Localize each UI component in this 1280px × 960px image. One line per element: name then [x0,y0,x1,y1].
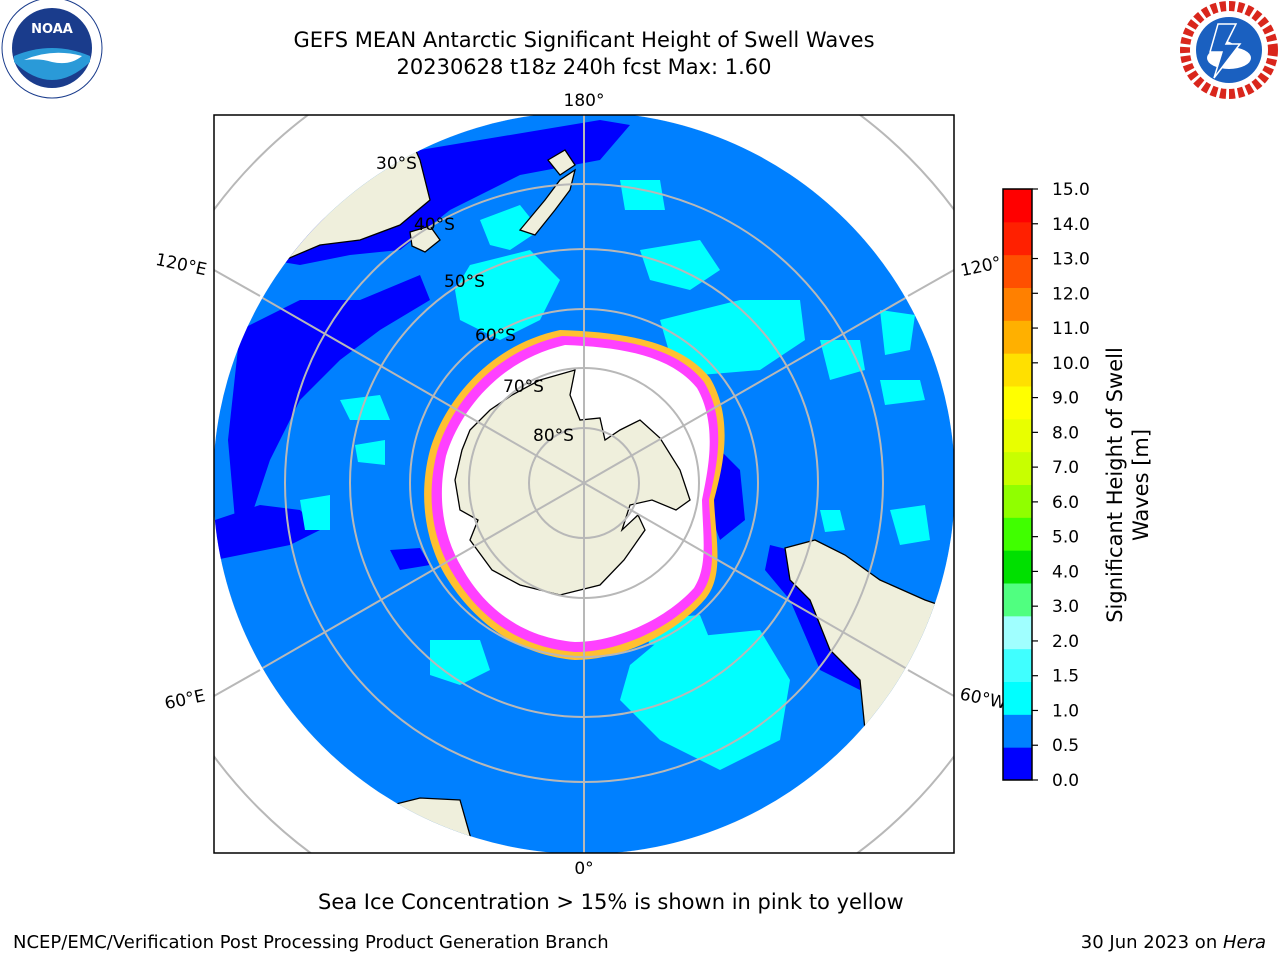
lon-label-0: 0° [574,859,593,879]
colorbar-segment [1003,648,1032,682]
outer-graticule [214,115,954,853]
colorbar-tick-label: 8.0 [1052,423,1079,443]
lat-label-80s: 80°S [533,426,574,446]
colorbar-segment [1003,221,1032,256]
colorbar-tick-label: 1.0 [1052,701,1079,721]
colorbar-segment [1003,451,1032,485]
map-frame [213,114,955,854]
lat-label-50s: 50°S [444,272,485,292]
colorbar-tick-label: 0.0 [1052,771,1079,791]
lon-label-60w: 60°W [958,684,1008,713]
colorbar-segment [1003,517,1032,551]
colorbar-tick-label: 5.0 [1052,528,1079,548]
colorbar-tick-label: 10.0 [1052,354,1090,374]
colorbar-label-line2: Waves [m] [1129,428,1153,542]
new-zealand-land [518,168,577,236]
colorbar-segment [1003,386,1032,420]
colorbar-tick-label: 4.0 [1052,562,1079,582]
caption-text: Sea Ice Concentration > 15% is shown in … [318,890,904,914]
lon-label-120e: 120°E [154,250,209,280]
colorbar-tick-label: 2.0 [1052,632,1079,652]
graticule [214,115,954,853]
chart-title: GEFS MEAN Antarctic Significant Height o… [293,28,875,52]
antarctica-land [454,369,691,596]
lat-label-70s: 70°S [503,377,544,397]
colorbar-tick-label: 3.0 [1052,597,1079,617]
footer-date-text: 30 Jun 2023 on [1080,932,1223,953]
colorbar-segment [1003,747,1032,781]
colorbar-segment [1003,583,1032,617]
nws-logo [1180,1,1278,99]
lon-label-120w: 120° [959,253,1003,281]
colorbar-tick-label: 14.0 [1052,215,1090,235]
colorbar-segment [1003,254,1032,288]
noaa-logo-text: NOAA [31,22,73,37]
colorbar-segment [1003,681,1032,715]
colorbar-segment [1003,320,1032,354]
lon-label-180: 180° [564,91,605,111]
footer-date: 30 Jun 2023 on Hera [1081,932,1266,953]
colorbar-tick-label: 0.5 [1052,736,1079,756]
colorbar: 0.0 0.5 1.0 1.5 2.0 3.0 4.0 5.0 6.0 7.0 8.0 9.0 10.0… [1002,180,1090,791]
chart-subtitle: 20230628 t18z 240h fcst Max: 1.60 [396,55,772,79]
lat-label-60s: 60°S [475,326,516,346]
colorbar-segment [1003,418,1032,453]
lat-label-30s: 30°S [376,154,417,174]
footer-credit: NCEP/EMC/Verification Post Processing Pr… [13,932,609,953]
footer-machine: Hera [1222,932,1266,953]
colorbar-segment [1003,353,1032,387]
colorbar-segment [1003,615,1032,650]
colorbar-tick-label: 1.5 [1052,667,1079,687]
colorbar-tick-label: 9.0 [1052,389,1079,409]
colorbar-tick-label: 12.0 [1052,284,1090,304]
colorbar-tick-label: 6.0 [1052,493,1079,513]
colorbar-segment [1003,550,1032,584]
colorbar-tick-label: 15.0 [1052,180,1090,200]
colorbar-label-line1: Significant Height of Swell [1103,347,1127,623]
lon-label-60e: 60°E [163,686,207,714]
tasmania-land [409,225,441,253]
colorbar-tick-label: 7.0 [1052,458,1079,478]
lat-label-40s: 40°S [414,215,455,235]
colorbar-frame [1002,188,1033,781]
colorbar-segment [1003,484,1032,518]
colorbar-tick-label: 11.0 [1052,319,1090,339]
colorbar-segment [1003,189,1032,223]
colorbar-segment [1003,287,1032,321]
colorbar-segment [1003,714,1032,748]
noaa-logo: NOAA [1,0,103,99]
colorbar-tick-label: 13.0 [1052,250,1090,270]
